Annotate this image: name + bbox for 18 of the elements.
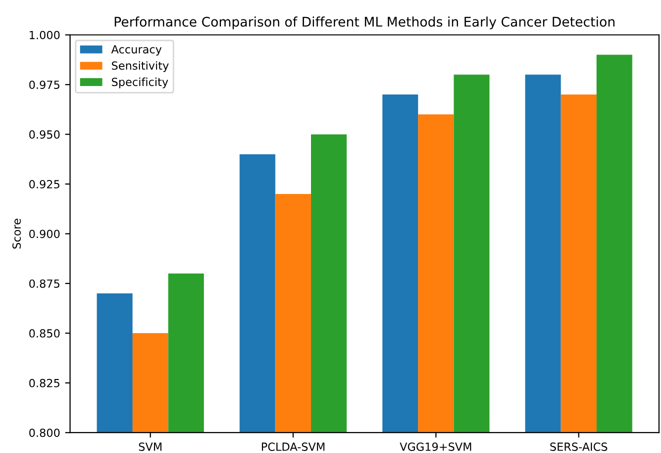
y-axis-title: Score	[12, 218, 21, 249]
y-tick-label: 0.825	[29, 378, 60, 388]
x-tick-label: SERS-AICS	[550, 442, 608, 451]
x-tick-label: PCLDA-SVM	[262, 442, 324, 451]
y-tick-label: 0.850	[29, 329, 60, 338]
legend-label: Accuracy	[111, 45, 162, 56]
legend-label: Specificity	[112, 78, 168, 88]
y-tick-label: 0.925	[29, 180, 60, 188]
legend-label: Sensitivity	[112, 61, 169, 72]
y-tick-label: 0.950	[29, 130, 60, 139]
y-tick-label: 0.900	[29, 230, 60, 238]
x-tick-label: SVM	[138, 442, 162, 451]
chart-title: Performance Comparison of Different ML Methods in Early Cancer Detection	[114, 16, 614, 30]
y-tick-label: 0.800	[29, 428, 60, 437]
y-tick-label: 1.000	[30, 30, 60, 40]
x-tick-label: VGG19+SVM	[400, 442, 472, 451]
y-tick-label: 0.875	[29, 279, 60, 288]
y-tick-label: 0.975	[29, 80, 60, 89]
